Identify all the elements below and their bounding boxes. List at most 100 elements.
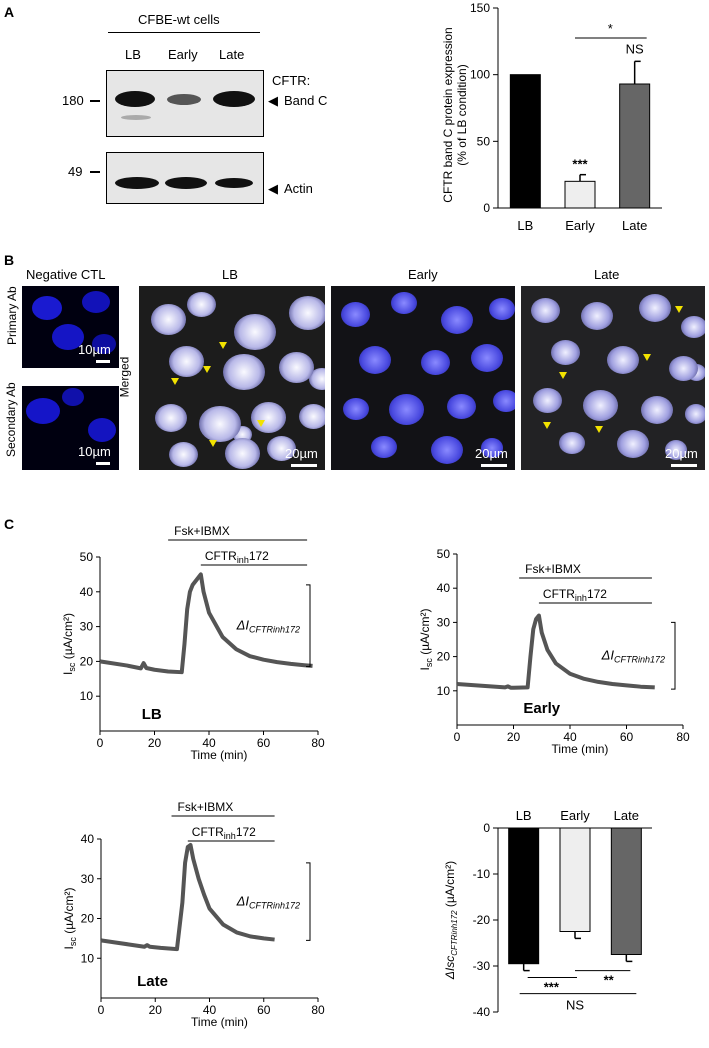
trace-Early-trace-line [456,613,655,690]
protein-sig-late: NS [626,41,644,56]
nucleus [447,394,476,420]
trace-Late-delta-label: ΔICFTRinh172 [236,894,300,911]
trace-Early-xlabel: Time (min) [552,742,609,756]
nucleus [441,306,473,334]
nucleus [299,404,325,430]
faint-band-lb [121,115,151,120]
panel-label-a: A [4,4,15,20]
cell-line-divider [108,32,260,33]
delta-sig-early-late: ** [604,973,615,988]
trace-Late-ytick-label: 20 [81,912,95,926]
trace-LB-xtick-label: 20 [148,736,162,750]
membrane-arrow-icon [543,422,551,429]
primary-scale-bar [96,360,110,363]
nucleus [559,432,585,455]
actin-band-early [165,177,207,189]
nucleus [169,442,198,468]
trace-Early-xtick-label: 40 [563,730,577,744]
trace-early-chart: 10 20 30 40 50 0 20 40 60 80 Time (min) Isc (µA/cm²… [418,547,690,756]
nucleus [225,438,261,469]
trace-LB-treatment-fsk-label: Fsk+IBMX [174,524,230,538]
panel-label-c: C [4,516,15,532]
delta-ylabel: ΔIscCFTRinh172 (µA/cm²) [443,861,459,980]
trace-LB-xtick-label: 40 [202,736,216,750]
protein-bar-late [619,83,651,209]
trace-Late-treatment-fsk-label: Fsk+IBMX [178,800,234,814]
nucleus [389,394,425,425]
trace-LB-delta-label: ΔICFTRinh172 [236,618,300,635]
lb-scale-bar [291,464,317,467]
trace-Late-ytick-label: 40 [81,832,95,846]
primary-scale-label: 10µm [78,342,111,357]
protein-sig-early: *** [572,157,588,172]
trace-LB-ytick-label: 20 [80,654,94,668]
trace-Late-trace-line [100,842,275,952]
membrane-arrow-icon [595,426,603,433]
delta-ytick-label: -30 [473,959,491,973]
nucleus [471,344,503,372]
nucleus [481,438,504,458]
primary-ab-image: 10µm [22,286,119,368]
trace-LB-ytick-label: 30 [80,620,94,634]
delta-category-label: LB [516,808,532,823]
nucleus [359,346,391,374]
early-scale-bar [481,464,507,467]
band-c-lb [115,91,155,107]
delta-sig-lb-late: NS [566,998,584,1013]
trace-LB-ylabel: Isc (µA/cm²) [61,613,77,675]
membrane-arrow-icon [209,440,217,447]
delta-bar-late [610,827,642,955]
trace-Early-ytick-label: 10 [437,684,451,698]
protein-xtick-label: Late [622,218,647,233]
nucleus [669,356,698,382]
trace-Late-xlabel: Time (min) [191,1015,248,1029]
trace-Early-treatment-fsk-label: Fsk+IBMX [525,562,581,576]
delta-ytick-label: -40 [473,1005,491,1019]
nucleus [199,406,241,443]
delta-bar-early [559,827,591,932]
merged-late-image: 20µm [521,286,705,470]
trace-LB-trace-line [99,572,313,675]
trace-Late-ylabel: Isc (µA/cm²) [62,888,78,950]
trace-LB-condition-label: LB [142,706,162,723]
nucleus [431,436,463,464]
actin-arrow-icon: ◀ [268,181,278,196]
delta-isc-chart: 0 -10 -20 -30 -40 ΔIscCFTRinh172 (µA/cm²) LB Ea… [443,808,652,1019]
nucleus [665,440,688,460]
nucleus [251,402,287,433]
delta-sig-lb-early: *** [544,980,560,995]
trace-Early-ytick-label: 30 [437,615,451,629]
band-c-arrow-icon: ◀ [268,93,278,108]
membrane-arrow-icon [203,366,211,373]
trace-LB-xtick-label: 0 [97,736,104,750]
membrane-arrow-icon [559,372,567,379]
late-scale-label: 20µm [665,446,698,461]
nucleus [223,354,265,391]
delta-ytick-label: -10 [473,867,491,881]
lane-label-lb: LB [125,47,141,62]
nucleus [551,340,580,366]
trace-Late-condition-label: Late [137,973,168,990]
protein-ytick-label: 150 [470,1,490,15]
protein-plot-area: 0 50 100 150 LB Early Late *** NS * [470,1,662,233]
delta-ytick-label: -20 [473,913,491,927]
early-scale-label: 20µm [475,446,508,461]
secondary-ab-label: Secondary Ab [4,382,18,457]
actin-label: Actin [284,181,313,196]
delta-category-label: Early [560,808,590,823]
protein-ylabel-line2: (% of LB condition) [455,64,469,165]
late-scale-bar [671,464,697,467]
trace-Late-xtick-label: 40 [203,1003,217,1017]
nucleus [155,404,187,432]
nucleus [421,350,450,376]
delta-bar-lb [508,827,540,965]
nucleus [289,296,325,330]
nucleus [489,298,515,321]
membrane-arrow-icon [219,342,227,349]
cell-line-label: CFBE-wt cells [138,12,220,27]
nucleus [681,316,705,339]
protein-sig-bracket-label: * [608,21,613,36]
membrane-arrow-icon [643,354,651,361]
mw-marker-49: 49 [68,164,83,179]
cftr-blot [106,70,264,137]
